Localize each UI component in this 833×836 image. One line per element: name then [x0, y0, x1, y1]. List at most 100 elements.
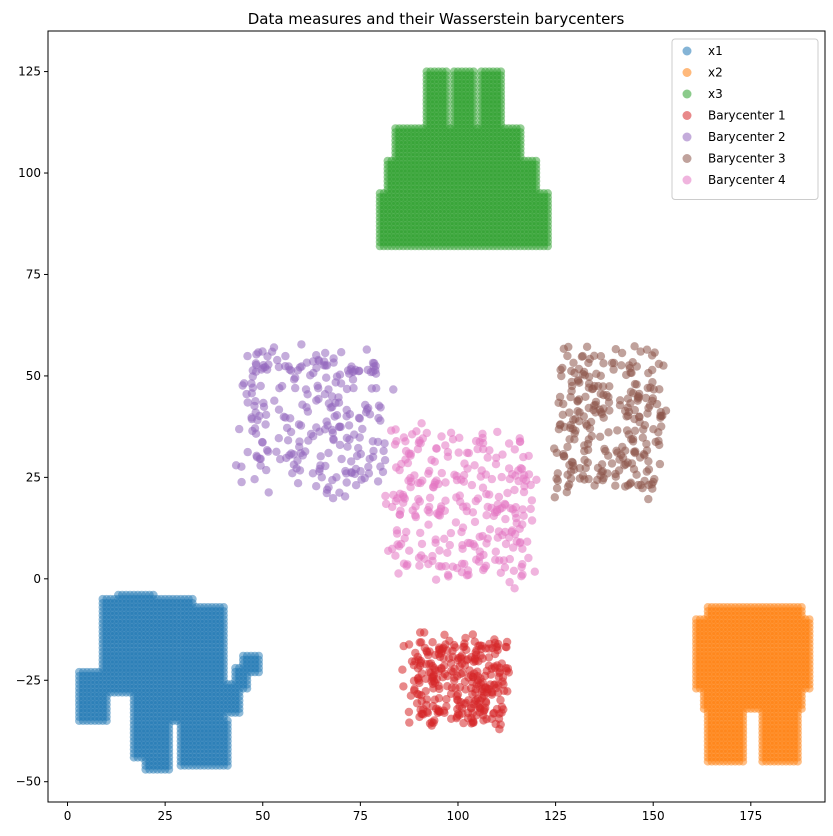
data-point [640, 476, 649, 486]
data-point [797, 603, 806, 612]
data-point [343, 442, 352, 451]
data-point [344, 421, 354, 430]
data-point [527, 516, 537, 525]
data-point [424, 559, 433, 569]
data-point [428, 638, 437, 647]
data-point [406, 483, 415, 492]
data-point [256, 381, 265, 391]
data-point [324, 483, 333, 492]
data-point [381, 491, 390, 501]
data-point [467, 480, 477, 490]
data-point [317, 473, 326, 482]
data-point [652, 399, 662, 409]
data-point [510, 584, 519, 593]
data-point [550, 444, 559, 453]
data-point [485, 525, 495, 534]
data-point [468, 508, 478, 517]
data-point [602, 390, 611, 400]
data-point [431, 575, 441, 584]
data-point [396, 506, 405, 515]
data-point [406, 451, 415, 460]
data-point [261, 420, 270, 429]
data-point [366, 367, 376, 377]
data-point [149, 590, 158, 600]
data-point [563, 351, 572, 361]
data-point [506, 504, 515, 513]
data-point [378, 467, 388, 477]
data-points [75, 67, 814, 774]
series-x3 [375, 67, 552, 251]
data-point [650, 348, 659, 357]
data-point [527, 496, 537, 505]
data-point [430, 695, 439, 704]
data-point [463, 538, 473, 548]
data-point [301, 447, 310, 456]
data-point [474, 657, 483, 666]
legend-label: x2 [708, 66, 723, 80]
data-point [584, 379, 594, 388]
data-point [248, 383, 258, 392]
data-point [657, 422, 666, 431]
data-point [575, 378, 584, 387]
data-point [455, 433, 464, 442]
data-point [499, 686, 509, 695]
data-point [416, 528, 425, 538]
data-point [438, 673, 447, 682]
data-point [567, 381, 577, 391]
x-tick-label: 175 [739, 809, 762, 823]
data-point [389, 385, 398, 394]
data-point [568, 458, 577, 467]
data-point [332, 473, 341, 482]
data-point [554, 425, 564, 434]
data-point [563, 482, 573, 491]
x-tick-label: 0 [64, 809, 72, 823]
data-point [324, 448, 333, 458]
data-point [303, 407, 313, 416]
data-point [473, 444, 482, 454]
data-point [411, 502, 420, 511]
data-point [342, 405, 351, 415]
data-point [650, 474, 659, 484]
data-point [416, 628, 425, 637]
legend-marker [682, 68, 692, 77]
legend-label: x3 [708, 87, 723, 101]
legend-marker [682, 111, 692, 120]
data-point [424, 520, 433, 529]
data-point [316, 452, 325, 461]
data-point [239, 379, 249, 388]
data-point [415, 561, 424, 570]
data-point [497, 472, 506, 482]
data-point [336, 379, 346, 388]
data-point [644, 494, 653, 504]
data-point [656, 413, 665, 422]
data-point [530, 567, 539, 576]
data-point [635, 453, 645, 462]
data-point [237, 462, 246, 471]
data-point [354, 443, 363, 453]
data-point [314, 394, 323, 404]
data-point [322, 373, 331, 382]
data-point [443, 682, 452, 691]
data-point [451, 683, 460, 693]
y-tick-label: −50 [16, 775, 41, 789]
data-point [518, 560, 527, 569]
data-point [431, 538, 440, 547]
data-point [250, 475, 259, 484]
data-point [583, 439, 593, 449]
data-point [473, 494, 483, 503]
data-point [581, 392, 590, 401]
data-point [805, 615, 814, 624]
data-point [282, 453, 291, 463]
data-point [477, 641, 487, 651]
data-point [518, 544, 527, 553]
data-point [313, 381, 322, 390]
data-point [510, 445, 519, 454]
data-point [509, 566, 519, 575]
data-point [457, 704, 467, 713]
data-point [358, 424, 367, 434]
data-point [263, 352, 272, 361]
data-point [460, 459, 469, 468]
data-point [402, 561, 411, 571]
